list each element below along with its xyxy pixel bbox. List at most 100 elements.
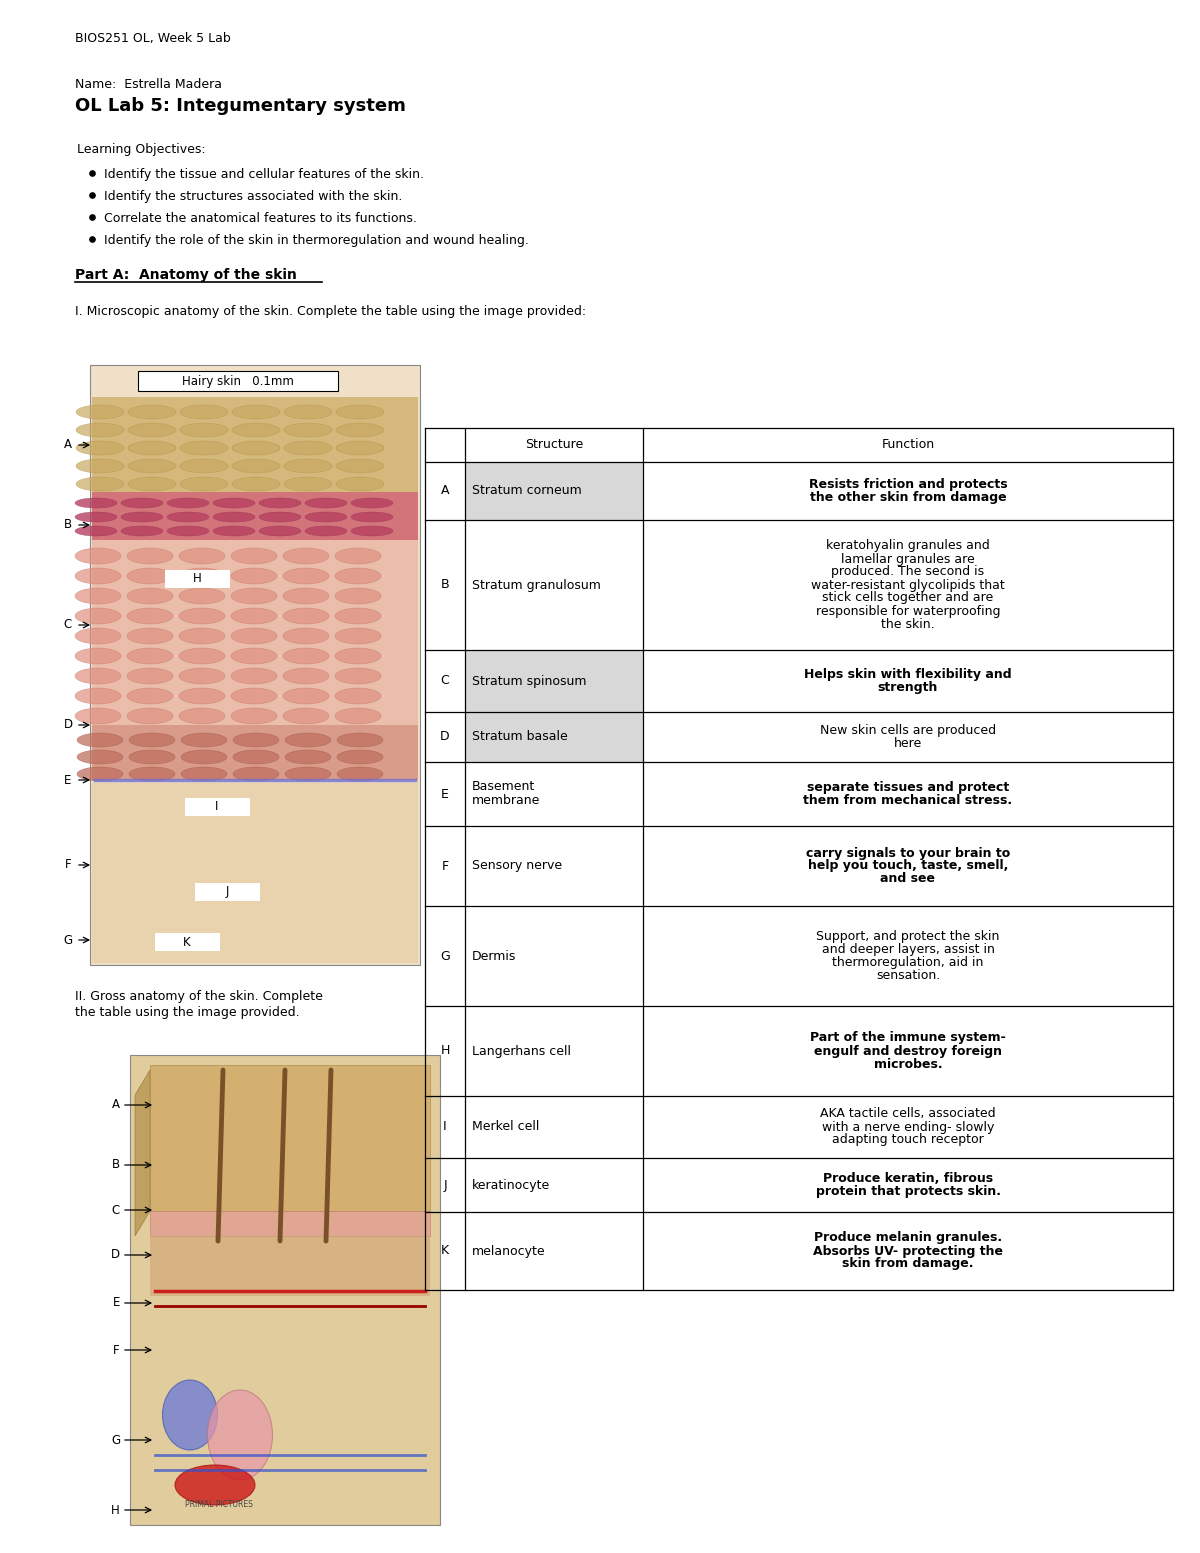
Text: Learning Objectives:: Learning Objectives: bbox=[77, 143, 205, 155]
Text: Stratum spinosum: Stratum spinosum bbox=[472, 674, 587, 688]
Ellipse shape bbox=[233, 733, 278, 747]
Ellipse shape bbox=[230, 708, 277, 724]
Text: Helps skin with flexibility and: Helps skin with flexibility and bbox=[804, 668, 1012, 682]
Ellipse shape bbox=[335, 627, 382, 644]
Ellipse shape bbox=[74, 526, 118, 536]
Ellipse shape bbox=[336, 405, 384, 419]
Ellipse shape bbox=[74, 512, 118, 522]
Ellipse shape bbox=[179, 568, 226, 584]
Ellipse shape bbox=[232, 405, 280, 419]
Text: C: C bbox=[64, 618, 72, 632]
Text: protein that protects skin.: protein that protects skin. bbox=[816, 1185, 1001, 1197]
Ellipse shape bbox=[284, 477, 332, 491]
Ellipse shape bbox=[335, 589, 382, 604]
Ellipse shape bbox=[305, 499, 347, 508]
Ellipse shape bbox=[175, 1464, 256, 1505]
Text: D: D bbox=[110, 1249, 120, 1261]
Ellipse shape bbox=[352, 499, 394, 508]
Text: Produce melanin granules.: Produce melanin granules. bbox=[814, 1232, 1002, 1244]
Ellipse shape bbox=[76, 422, 124, 436]
Ellipse shape bbox=[305, 512, 347, 522]
Ellipse shape bbox=[128, 477, 176, 491]
Ellipse shape bbox=[336, 477, 384, 491]
Bar bbox=[92, 540, 418, 725]
Ellipse shape bbox=[214, 499, 256, 508]
Text: and see: and see bbox=[881, 873, 936, 885]
Ellipse shape bbox=[335, 688, 382, 704]
Ellipse shape bbox=[128, 441, 176, 455]
Text: Stratum granulosum: Stratum granulosum bbox=[472, 579, 601, 592]
Ellipse shape bbox=[230, 568, 277, 584]
Bar bbox=[150, 1211, 430, 1236]
Text: the table using the image provided.: the table using the image provided. bbox=[74, 1006, 300, 1019]
Bar bbox=[130, 1054, 440, 1525]
Text: K: K bbox=[440, 1244, 449, 1258]
Text: Produce keratin, fibrous: Produce keratin, fibrous bbox=[823, 1173, 994, 1185]
Ellipse shape bbox=[283, 609, 329, 624]
Bar bbox=[466, 461, 643, 520]
Ellipse shape bbox=[181, 750, 227, 764]
Text: lamellar granules are: lamellar granules are bbox=[841, 553, 974, 565]
Text: D: D bbox=[64, 719, 72, 731]
Ellipse shape bbox=[180, 477, 228, 491]
Ellipse shape bbox=[230, 688, 277, 704]
Text: Hairy skin   0.1mm: Hairy skin 0.1mm bbox=[182, 374, 294, 388]
Text: C: C bbox=[112, 1204, 120, 1216]
Text: skin from damage.: skin from damage. bbox=[842, 1258, 973, 1270]
Text: Stratum basale: Stratum basale bbox=[472, 730, 568, 744]
Ellipse shape bbox=[283, 548, 329, 564]
Text: New skin cells are produced: New skin cells are produced bbox=[820, 724, 996, 738]
Text: Dermis: Dermis bbox=[472, 949, 516, 963]
Ellipse shape bbox=[232, 441, 280, 455]
Ellipse shape bbox=[179, 688, 226, 704]
Ellipse shape bbox=[352, 526, 394, 536]
Ellipse shape bbox=[127, 648, 173, 665]
Text: Basement: Basement bbox=[472, 781, 535, 794]
Text: J: J bbox=[443, 1179, 446, 1191]
Text: I. Microscopic anatomy of the skin. Complete the table using the image provided:: I. Microscopic anatomy of the skin. Comp… bbox=[74, 304, 586, 318]
Text: G: G bbox=[440, 949, 450, 963]
Text: J: J bbox=[226, 885, 229, 899]
Text: E: E bbox=[65, 773, 72, 786]
Bar bbox=[166, 570, 230, 589]
Text: A: A bbox=[440, 485, 449, 497]
Ellipse shape bbox=[232, 477, 280, 491]
Ellipse shape bbox=[74, 688, 121, 704]
Text: A: A bbox=[112, 1098, 120, 1112]
Text: Langerhans cell: Langerhans cell bbox=[472, 1045, 571, 1058]
Text: carry signals to your brain to: carry signals to your brain to bbox=[806, 846, 1010, 859]
Ellipse shape bbox=[74, 668, 121, 683]
Ellipse shape bbox=[180, 460, 228, 474]
Text: and deeper layers, assist in: and deeper layers, assist in bbox=[822, 943, 995, 957]
Ellipse shape bbox=[167, 499, 209, 508]
Text: Identify the tissue and cellular features of the skin.: Identify the tissue and cellular feature… bbox=[104, 168, 424, 182]
Ellipse shape bbox=[77, 750, 124, 764]
Text: H: H bbox=[112, 1503, 120, 1516]
Ellipse shape bbox=[283, 648, 329, 665]
Ellipse shape bbox=[130, 750, 175, 764]
Text: Identify the structures associated with the skin.: Identify the structures associated with … bbox=[104, 189, 402, 203]
Bar bbox=[138, 371, 338, 391]
Ellipse shape bbox=[233, 767, 278, 781]
Ellipse shape bbox=[259, 512, 301, 522]
Text: here: here bbox=[894, 738, 922, 750]
Ellipse shape bbox=[74, 548, 121, 564]
Text: H: H bbox=[440, 1045, 450, 1058]
Ellipse shape bbox=[180, 422, 228, 436]
Ellipse shape bbox=[127, 589, 173, 604]
Text: engulf and destroy foreign: engulf and destroy foreign bbox=[814, 1045, 1002, 1058]
Text: K: K bbox=[184, 935, 191, 949]
Text: G: G bbox=[110, 1433, 120, 1446]
Text: F: F bbox=[65, 859, 71, 871]
Bar bbox=[90, 365, 420, 964]
Ellipse shape bbox=[127, 668, 173, 683]
Ellipse shape bbox=[230, 668, 277, 683]
Ellipse shape bbox=[352, 512, 394, 522]
Ellipse shape bbox=[181, 733, 227, 747]
Ellipse shape bbox=[286, 733, 331, 747]
Ellipse shape bbox=[180, 441, 228, 455]
Bar bbox=[194, 884, 260, 901]
Text: PRIMAL PICTURES: PRIMAL PICTURES bbox=[185, 1500, 253, 1510]
Ellipse shape bbox=[74, 568, 121, 584]
Bar bbox=[185, 798, 250, 815]
